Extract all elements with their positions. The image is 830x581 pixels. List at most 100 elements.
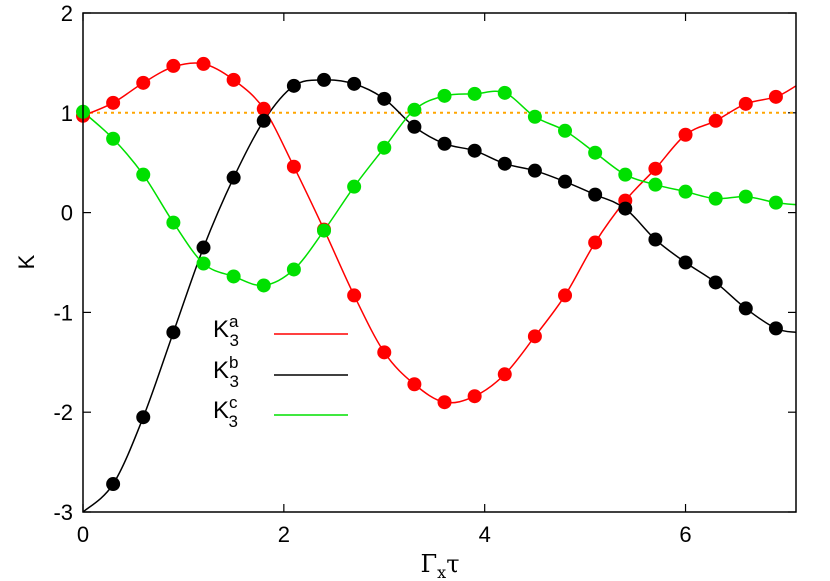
x-tick-label: 2 [278, 522, 290, 547]
series-kb3-point [738, 301, 753, 316]
series-kb3-point [226, 170, 241, 185]
series-kb3-point [588, 187, 603, 202]
series-ka3-point [708, 113, 723, 128]
series-ka3-point [648, 161, 663, 176]
series-kb3-point [708, 275, 723, 290]
series-ka3-point [226, 72, 241, 87]
series-kc3-point [286, 262, 301, 277]
x-tick-label: 4 [479, 522, 491, 547]
series-kb3-point [618, 201, 633, 216]
series-kb3-point [497, 156, 512, 171]
series-kc3-point [437, 88, 452, 103]
series-ka3-point [136, 75, 151, 90]
legend-label-sub: 3 [229, 412, 238, 431]
series-kc3-point [196, 256, 211, 271]
series-kc3-point [738, 189, 753, 204]
legend-label-kc3: Kc 3 [213, 393, 238, 431]
series-ka3-point [166, 58, 181, 73]
series-kc3-point [467, 86, 482, 101]
series-ka3-point [527, 329, 542, 344]
series-ka3-point [678, 127, 693, 142]
tick-labels: 0 2 4 6 -3 -2 -1 0 1 2 [53, 1, 691, 547]
legend-label-sup: b [229, 353, 238, 372]
series-ka3-point [256, 101, 271, 116]
series-ka3-point [497, 367, 512, 382]
series-ka3-point [768, 89, 783, 104]
x-tick-label: 6 [679, 522, 691, 547]
y-tick-label: -3 [53, 500, 73, 525]
y-tick-label: -1 [53, 300, 73, 325]
legend-label-base: K [213, 397, 229, 424]
series-ka3-point [467, 389, 482, 404]
series-kc3-point [166, 215, 181, 230]
series-kb3-point [196, 240, 211, 255]
y-axis-label: K [14, 254, 39, 269]
legend-label-sup: c [229, 393, 238, 412]
legend-label-sup: a [229, 312, 239, 331]
series-ka3-line [83, 62, 796, 404]
series-ka3-point [347, 288, 362, 303]
series-kb3-point [648, 232, 663, 247]
series-kc3-point [497, 85, 512, 100]
series-kc3-point [377, 140, 392, 155]
series-kb3-point [286, 78, 301, 93]
series-ka3-point [286, 159, 301, 174]
series-kb3-point [377, 91, 392, 106]
x-tick-label: 0 [77, 522, 89, 547]
series-ka3-point [437, 395, 452, 410]
series-kc3-point [106, 131, 121, 146]
series-kb3-point [166, 325, 181, 340]
series-kb3-point [347, 76, 362, 91]
series-kb3-point [678, 255, 693, 270]
plot-frame [82, 12, 797, 513]
series-kc3-point [226, 269, 241, 284]
series-ka3-point [106, 95, 121, 110]
series-kc3-point [708, 191, 723, 206]
y-tick-label: 1 [61, 101, 73, 126]
series-kc3-point [136, 167, 151, 182]
series-ka3-point [377, 345, 392, 360]
y-tick-label: 2 [61, 1, 73, 26]
series-kb3-point [558, 174, 573, 189]
x-axis-label: Γxτ [421, 550, 460, 581]
legend-label-sub: 3 [229, 372, 238, 391]
series-kc3-point [618, 167, 633, 182]
legend-label-ka3: Ka 3 [213, 312, 239, 350]
series-kc3-point [317, 223, 332, 238]
x-axis-label-main: Γ [421, 550, 438, 578]
series-kb3-point [317, 72, 332, 87]
series-kb3-point [106, 477, 121, 492]
legend-label-kb3: Kb 3 [213, 353, 239, 391]
series-ka3-point [558, 288, 573, 303]
series-ka3-point [588, 235, 603, 250]
y-tick-label: 0 [61, 201, 73, 226]
series-kb3-point [256, 113, 271, 128]
series-kc3-point [527, 109, 542, 124]
series-kc3-point [588, 145, 603, 160]
legend-label-base: K [213, 357, 229, 384]
series-kb3-point [467, 143, 482, 158]
series-kb3-point [407, 119, 422, 134]
legend-label-sub: 3 [229, 331, 238, 350]
series-ka3-point [196, 56, 211, 71]
series-ka3-point [407, 377, 422, 392]
x-axis-label-tail: τ [446, 550, 459, 578]
series-kc3-point [558, 123, 573, 138]
series-kb3-point [136, 410, 151, 425]
series-kb3-point [527, 163, 542, 178]
legend-label-base: K [213, 316, 229, 343]
y-tick-label: -2 [53, 400, 73, 425]
series-kb3-point [437, 136, 452, 151]
series-kc3-point [678, 184, 693, 199]
series-ka3-point [738, 96, 753, 111]
series-kb3-point [768, 321, 783, 336]
series-kc3-point [256, 278, 271, 293]
series-kc3-point [648, 177, 663, 192]
point-layer [76, 56, 783, 492]
x-axis-label-sub: x [437, 563, 446, 581]
series-kc3-point [768, 195, 783, 210]
series-kc3-point [407, 102, 422, 117]
legend: Ka 3Kb 3Kc 3 [213, 312, 348, 431]
series-kc3-point [347, 179, 362, 194]
